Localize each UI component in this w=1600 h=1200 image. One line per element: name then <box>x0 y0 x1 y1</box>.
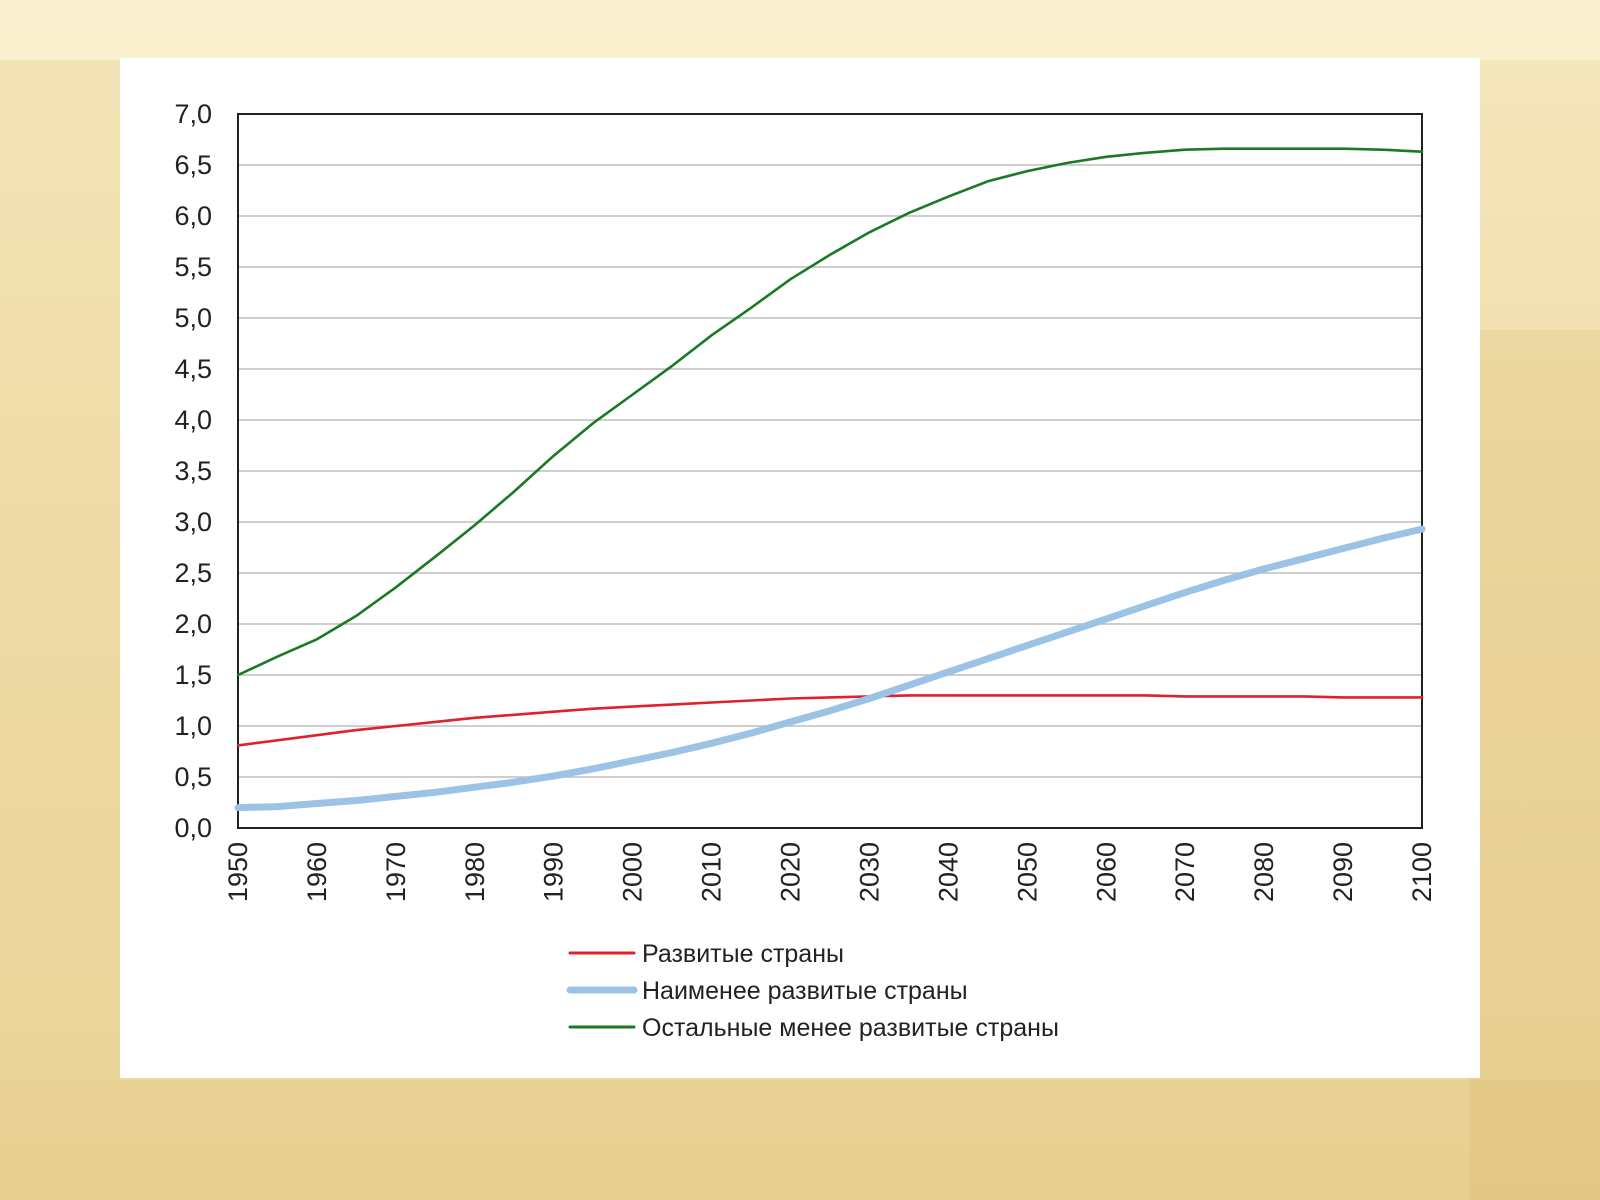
slide-background-band <box>0 1080 1600 1200</box>
x-tick-label: 1980 <box>460 842 490 902</box>
slide-background-band <box>1470 330 1600 1200</box>
y-tick-label: 6,0 <box>174 201 212 231</box>
x-tick-label: 2070 <box>1170 842 1200 902</box>
slide-background-band <box>0 60 120 1080</box>
y-tick-label: 6,5 <box>174 150 212 180</box>
y-tick-label: 5,5 <box>174 252 212 282</box>
x-tick-label: 2000 <box>618 842 648 902</box>
y-tick-label: 1,0 <box>174 711 212 741</box>
x-tick-label: 1970 <box>381 842 411 902</box>
x-tick-label: 2050 <box>1012 842 1042 902</box>
y-tick-label: 3,5 <box>174 456 212 486</box>
y-tick-label: 5,0 <box>174 303 212 333</box>
x-tick-label: 1990 <box>539 842 569 902</box>
x-tick-label: 2020 <box>776 842 806 902</box>
line-chart: 0,0 0,5 1,0 1,5 2,0 2,5 3,0 3,5 4,0 4,5 5,0 5,5 6,0 6… <box>174 99 1437 1042</box>
y-tick-label: 7,0 <box>174 99 212 129</box>
series-line-1 <box>236 694 1424 747</box>
x-tick-label: 2030 <box>854 842 884 902</box>
series-lines <box>234 147 1426 812</box>
x-tick-label: 2100 <box>1407 842 1437 902</box>
x-tick-label: 2010 <box>697 842 727 902</box>
x-tick-label: 2080 <box>1249 842 1279 902</box>
y-tick-label: 3,0 <box>174 507 212 537</box>
x-tick-label: 1960 <box>302 842 332 902</box>
x-tick-label: 2090 <box>1328 842 1358 902</box>
plot-area-frame <box>237 113 1423 829</box>
x-tick-label: 2060 <box>1091 842 1121 902</box>
series-line-3 <box>236 147 1424 677</box>
series-line-2 <box>234 525 1426 812</box>
legend: Развитые страны Наименее развитые страны О… <box>566 940 1059 1042</box>
y-tick-label: 2,0 <box>174 609 212 639</box>
legend-label: Остальные менее развитые страны <box>642 1014 1059 1042</box>
slide-background-band <box>0 0 1600 60</box>
y-tick-label: 4,0 <box>174 405 212 435</box>
gridlines <box>238 164 1422 778</box>
x-tick-label: 1950 <box>223 842 253 902</box>
y-axis-ticks: 0,0 0,5 1,0 1,5 2,0 2,5 3,0 3,5 4,0 4,5 5,0 5,5 6,0 6… <box>174 99 212 843</box>
y-tick-label: 0,0 <box>174 813 212 843</box>
legend-label: Развитые страны <box>642 940 844 968</box>
chart-panel: 0,0 0,5 1,0 1,5 2,0 2,5 3,0 3,5 4,0 4,5 5,0 5,5 6,0 6… <box>120 58 1480 1078</box>
y-tick-label: 4,5 <box>174 354 212 384</box>
y-tick-label: 2,5 <box>174 558 212 588</box>
y-tick-label: 1,5 <box>174 660 212 690</box>
slide-background-band <box>1470 60 1600 330</box>
legend-label: Наименее развитые страны <box>642 977 968 1005</box>
x-axis-ticks: 1950 1960 1970 1980 1990 2000 2010 2020 2030 2040… <box>223 842 1437 902</box>
y-tick-label: 0,5 <box>174 762 212 792</box>
x-tick-label: 2040 <box>933 842 963 902</box>
